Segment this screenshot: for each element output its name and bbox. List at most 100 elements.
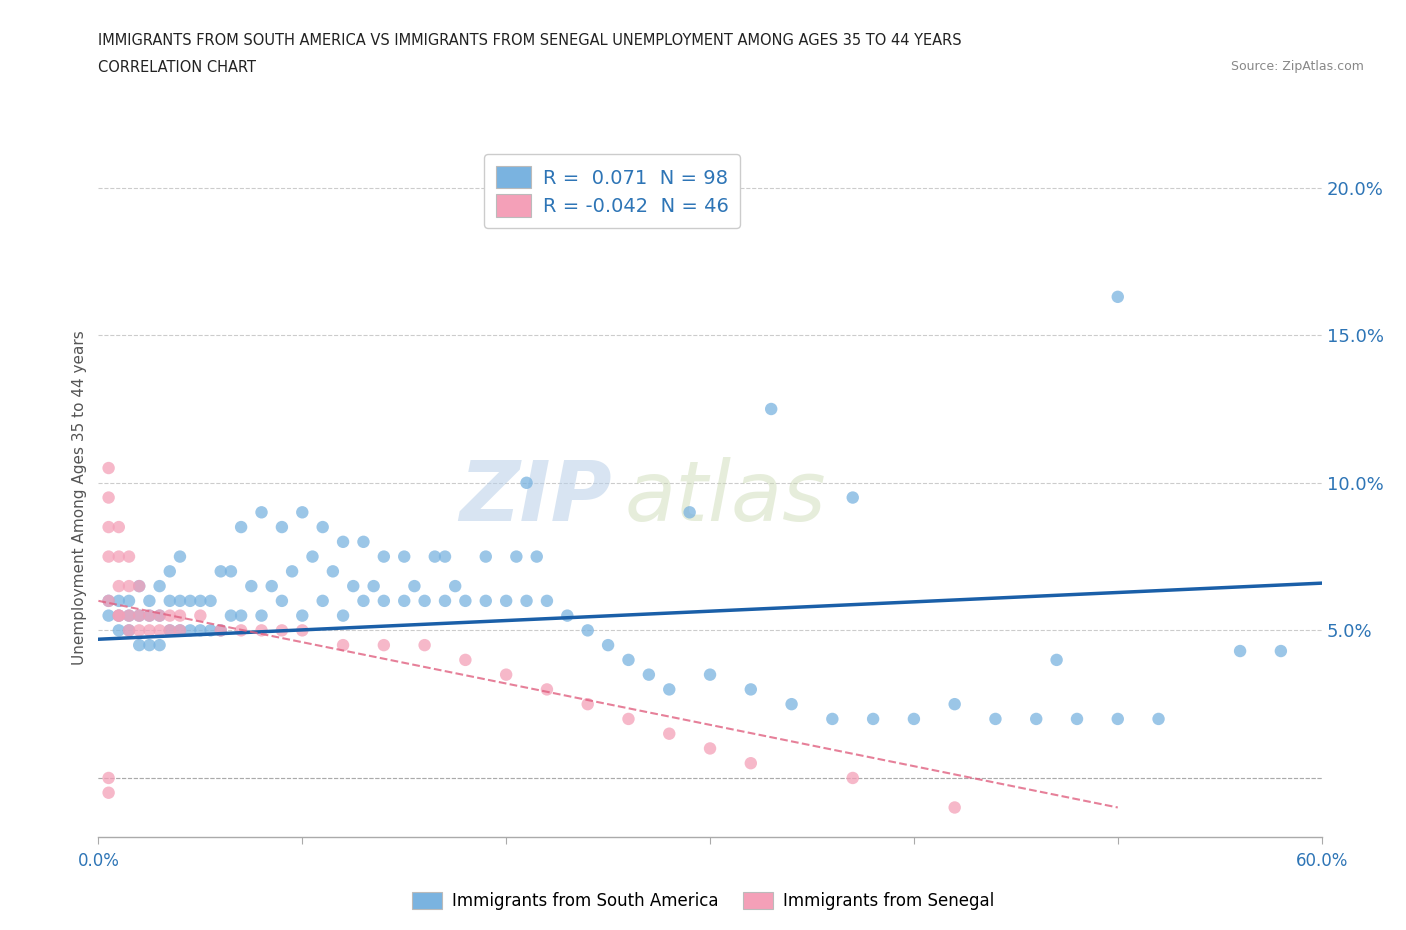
Point xyxy=(679,505,702,520)
Point xyxy=(413,593,436,608)
Point xyxy=(179,593,201,608)
Point xyxy=(97,771,120,786)
Point xyxy=(219,608,242,623)
Point xyxy=(454,653,477,668)
Point xyxy=(118,549,141,564)
Point xyxy=(658,726,681,741)
Point xyxy=(118,593,141,608)
Point xyxy=(231,608,253,623)
Legend: R =  0.071  N = 98, R = -0.042  N = 46: R = 0.071 N = 98, R = -0.042 N = 46 xyxy=(484,154,740,229)
Text: 0.0%: 0.0% xyxy=(77,852,120,870)
Point xyxy=(1229,644,1251,658)
Point xyxy=(342,578,364,593)
Point xyxy=(159,593,181,608)
Point xyxy=(97,593,120,608)
Point xyxy=(373,593,395,608)
Point xyxy=(740,682,762,697)
Point xyxy=(128,578,150,593)
Point xyxy=(250,623,273,638)
Point xyxy=(169,593,191,608)
Point xyxy=(444,578,467,593)
Text: ZIP: ZIP xyxy=(460,457,612,538)
Y-axis label: Unemployment Among Ages 35 to 44 years: Unemployment Among Ages 35 to 44 years xyxy=(72,330,87,665)
Point xyxy=(536,593,558,608)
Legend: Immigrants from South America, Immigrants from Senegal: Immigrants from South America, Immigrant… xyxy=(405,885,1001,917)
Point xyxy=(332,535,354,550)
Point xyxy=(200,593,222,608)
Point xyxy=(270,623,294,638)
Point xyxy=(658,682,681,697)
Point xyxy=(392,593,416,608)
Point xyxy=(149,608,172,623)
Point xyxy=(740,756,762,771)
Point xyxy=(841,771,863,786)
Point xyxy=(332,608,354,623)
Point xyxy=(617,711,640,726)
Text: CORRELATION CHART: CORRELATION CHART xyxy=(98,60,256,75)
Point xyxy=(159,608,181,623)
Point xyxy=(474,593,498,608)
Point xyxy=(270,593,294,608)
Point xyxy=(312,520,335,535)
Point xyxy=(536,682,558,697)
Point xyxy=(118,578,141,593)
Point xyxy=(1107,711,1129,726)
Point xyxy=(108,549,131,564)
Point xyxy=(1066,711,1088,726)
Point xyxy=(281,564,304,578)
Text: Source: ZipAtlas.com: Source: ZipAtlas.com xyxy=(1230,60,1364,73)
Point xyxy=(149,608,172,623)
Point xyxy=(780,697,803,711)
Point xyxy=(128,608,150,623)
Point xyxy=(841,490,863,505)
Point xyxy=(862,711,884,726)
Point xyxy=(97,785,120,800)
Point xyxy=(576,623,599,638)
Point xyxy=(169,623,191,638)
Point xyxy=(97,593,120,608)
Point xyxy=(108,593,131,608)
Point xyxy=(1270,644,1292,658)
Point xyxy=(505,549,527,564)
Point xyxy=(209,564,232,578)
Point xyxy=(149,638,172,653)
Text: atlas: atlas xyxy=(624,457,827,538)
Point xyxy=(179,623,201,638)
Point xyxy=(943,800,966,815)
Point xyxy=(97,520,120,535)
Point xyxy=(159,623,181,638)
Point xyxy=(291,608,314,623)
Point xyxy=(526,549,548,564)
Point xyxy=(118,623,141,638)
Point xyxy=(118,608,141,623)
Point xyxy=(1045,653,1069,668)
Point xyxy=(301,549,323,564)
Point xyxy=(209,623,232,638)
Point xyxy=(231,520,253,535)
Point xyxy=(312,593,335,608)
Point xyxy=(761,402,783,417)
Point xyxy=(97,608,120,623)
Point xyxy=(943,697,966,711)
Point xyxy=(188,593,212,608)
Point xyxy=(200,623,222,638)
Point xyxy=(637,667,661,682)
Point xyxy=(159,564,181,578)
Point xyxy=(108,608,131,623)
Point xyxy=(516,475,538,490)
Point xyxy=(984,711,1007,726)
Point xyxy=(149,578,172,593)
Point xyxy=(404,578,426,593)
Point xyxy=(169,608,191,623)
Text: IMMIGRANTS FROM SOUTH AMERICA VS IMMIGRANTS FROM SENEGAL UNEMPLOYMENT AMONG AGES: IMMIGRANTS FROM SOUTH AMERICA VS IMMIGRA… xyxy=(98,33,962,47)
Point xyxy=(250,505,273,520)
Point xyxy=(617,653,640,668)
Point xyxy=(332,638,354,653)
Point xyxy=(138,608,160,623)
Point xyxy=(363,578,385,593)
Point xyxy=(260,578,283,593)
Point xyxy=(118,623,141,638)
Point xyxy=(373,638,395,653)
Point xyxy=(903,711,925,726)
Point xyxy=(270,520,294,535)
